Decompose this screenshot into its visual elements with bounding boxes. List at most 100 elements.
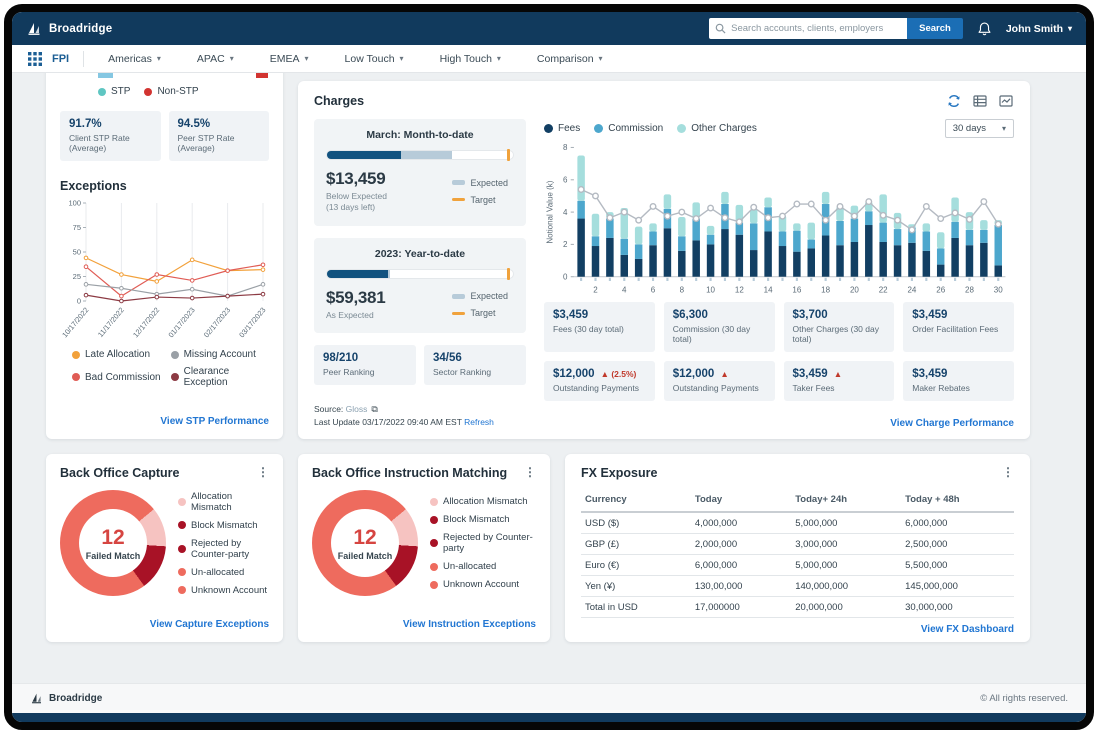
mtd-legend: Expected Target — [452, 169, 514, 214]
stat-value: $12,000 ▲ (2.5%) — [553, 368, 637, 381]
refresh-sync-icon[interactable] — [946, 93, 962, 109]
svg-text:Notional Value (k): Notional Value (k) — [546, 180, 555, 243]
subnav-item-americas[interactable]: Americas ▾ — [96, 53, 185, 65]
svg-text:01/17/2023: 01/17/2023 — [166, 306, 196, 340]
kebab-menu-icon[interactable]: ⋮ — [524, 465, 536, 479]
fx-cell: 2,500,000 — [901, 533, 1014, 555]
ytd-title: 2023: Year-to-date — [374, 247, 466, 260]
fx-cell: 5,000,000 — [791, 512, 902, 534]
row-bottom: Back Office Capture ⋮ 12 Failed Match Al… — [46, 454, 1030, 642]
target-swatch — [452, 311, 466, 315]
capture-legend: Allocation Mismatch Block Mismatch Rejecte… — [178, 491, 269, 596]
subnav-item-label: EMEA — [269, 52, 300, 65]
stat-label: Outstanding Payments — [672, 383, 759, 394]
search-input[interactable] — [731, 23, 902, 34]
charges-stat-tile: $3,459 Fees (30 day total) — [544, 302, 655, 353]
brand-name: Broadridge — [49, 22, 113, 35]
fx-exposure-card: FX Exposure ⋮ Currency Today Today+ 24h Tod… — [565, 454, 1030, 642]
stat-value: 94.5% — [177, 118, 211, 130]
ranking-tile: 98/210 Peer Ranking — [314, 345, 416, 386]
stat-label: Peer Ranking — [323, 367, 375, 378]
fx-column-header: Today+ 24h — [791, 490, 902, 513]
stp-rate-tile: 94.5% Peer STP Rate (Average) — [168, 111, 269, 161]
fx-title: FX Exposure — [581, 466, 658, 480]
stat-label: Fees (30 day total) — [553, 324, 624, 335]
legend-dot — [594, 124, 604, 133]
charges-stat-tile: $12,000 ▲ (2.5%) Outstanding Payments — [544, 361, 655, 402]
svg-text:4: 4 — [563, 208, 568, 217]
svg-text:14: 14 — [764, 286, 773, 295]
chart-view-icon[interactable] — [998, 93, 1014, 109]
matching-donut-center: 12 Failed Match — [331, 509, 399, 577]
stat-label: Maker Rebates — [912, 383, 970, 394]
search-button[interactable]: Search — [907, 18, 963, 39]
subnav-item-comparison[interactable]: Comparison ▾ — [525, 53, 627, 65]
stp-exceptions-card: STP Non-STP 91.7% Client STP Rate (Average… — [46, 73, 283, 439]
legend-label: Block Mismatch — [191, 519, 258, 531]
source-block: Source: Gloss ⧉ Last Update 03/17/2022 09… — [314, 403, 494, 428]
charges-header-icons — [946, 93, 1014, 109]
ytd-actual-fill — [327, 269, 389, 278]
search-input-wrap — [709, 18, 908, 39]
expected-swatch — [452, 180, 466, 186]
chevron-down-icon: ▾ — [496, 53, 501, 63]
user-menu[interactable]: John Smith ▾ — [1006, 23, 1072, 35]
view-fx-dashboard-link[interactable]: View FX Dashboard — [920, 624, 1014, 635]
chevron-down-icon: ▾ — [1001, 123, 1006, 133]
app-grid-icon[interactable] — [28, 51, 42, 66]
stat-value: $3,459 — [912, 309, 948, 322]
view-stp-performance-link[interactable]: View STP Performance — [160, 416, 269, 427]
table-view-icon[interactable] — [972, 93, 988, 109]
fx-cell: 2,000,000 — [690, 533, 792, 555]
app-label-fpi[interactable]: FPI — [52, 52, 70, 65]
fx-cell: 4,000,000 — [690, 512, 792, 534]
refresh-link[interactable]: Refresh — [464, 417, 494, 428]
ytd-progress-bar — [326, 267, 514, 280]
view-capture-exceptions-link[interactable]: View Capture Exceptions — [149, 619, 269, 630]
subnav-item-apac[interactable]: APAC ▾ — [185, 53, 258, 65]
source-name[interactable]: Gloss — [345, 403, 368, 414]
fx-column-header: Today — [690, 490, 792, 513]
svg-text:25: 25 — [73, 272, 81, 281]
failed-match-count: 12 — [101, 525, 125, 549]
svg-text:6: 6 — [651, 286, 656, 295]
ranking-tile: 34/56 Sector Ranking — [424, 345, 526, 386]
subnav-item-high-touch[interactable]: High Touch ▾ — [428, 53, 525, 65]
legend-label: Unknown Account — [443, 579, 520, 590]
kebab-menu-icon[interactable]: ⋮ — [1002, 465, 1014, 479]
stat-label: Outstanding Payments — [553, 383, 639, 394]
legend-item: Un-allocated — [430, 561, 536, 572]
subnav-item-emea[interactable]: EMEA ▾ — [258, 53, 333, 65]
svg-text:28: 28 — [965, 286, 974, 295]
footer-brand: Broadridge — [30, 692, 102, 705]
kebab-menu-icon[interactable]: ⋮ — [257, 465, 269, 479]
ytd-value: $59,381 — [326, 287, 386, 307]
period-select[interactable]: 30 days ▾ — [944, 119, 1014, 138]
charges-stat-tile: $3,459 Maker Rebates — [903, 361, 1014, 402]
legend-item: Fees — [544, 123, 580, 134]
mtd-title: March: Month-to-date — [366, 129, 474, 141]
fx-column-header: Today + 48h — [901, 490, 1014, 513]
last-update: Last Update 03/17/2022 09:40 AM EST — [314, 417, 462, 428]
stat-label: Taker Fees — [792, 383, 835, 394]
view-instruction-exceptions-link[interactable]: View Instruction Exceptions — [402, 619, 536, 630]
subnav-item-low-touch[interactable]: Low Touch ▾ — [333, 53, 428, 65]
notifications-bell-icon[interactable] — [977, 21, 992, 37]
stp-rate-tile: 91.7% Client STP Rate (Average) — [60, 111, 161, 161]
fx-cell: 145,000,000 — [901, 575, 1014, 597]
view-charge-performance-link[interactable]: View Charge Performance — [890, 418, 1014, 429]
stp-bar-chart-cutoff — [60, 73, 269, 78]
legend-label: Bad Commission — [85, 371, 161, 383]
mtd-target-marker — [507, 149, 511, 161]
subnav-item-label: High Touch — [439, 52, 492, 65]
search-box: Search — [709, 18, 963, 39]
fx-cell: 30,000,000 — [901, 596, 1014, 618]
secondary-nav: FPI Americas ▾ APAC ▾ EMEA ▾ Low Touch ▾ High To… — [12, 45, 1086, 73]
charges-stat-tile: $6,300 Commission (30 day total) — [663, 302, 775, 353]
svg-text:02/17/2023: 02/17/2023 — [202, 306, 232, 340]
svg-text:0: 0 — [563, 272, 568, 281]
external-link-icon[interactable]: ⧉ — [371, 403, 378, 414]
matching-donut-chart: 12 Failed Match — [312, 490, 418, 596]
legend-item: Commission — [594, 123, 663, 134]
legend-item: Missing Account — [170, 349, 269, 360]
